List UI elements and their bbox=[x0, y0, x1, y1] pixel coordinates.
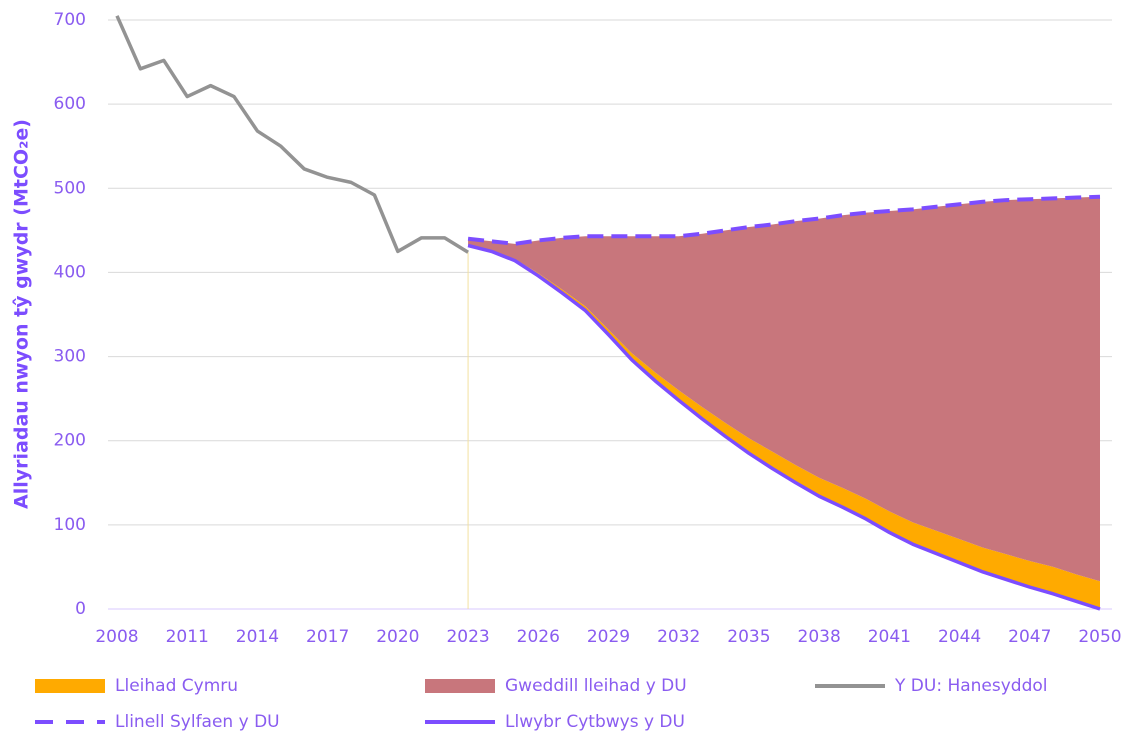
x-tick-label: 2023 bbox=[446, 627, 489, 647]
y-tick-label: 0 bbox=[75, 599, 86, 619]
x-tick-label: 2026 bbox=[517, 627, 560, 647]
y-tick-label: 400 bbox=[54, 262, 86, 282]
y-tick-label: 300 bbox=[54, 347, 86, 367]
y-tick-label: 700 bbox=[54, 10, 86, 30]
legend-label: Llinell Sylfaen y DU bbox=[115, 712, 280, 732]
x-tick-label: 2029 bbox=[587, 627, 630, 647]
x-tick-label: 2035 bbox=[727, 627, 770, 647]
legend-label: Llwybr Cytbwys y DU bbox=[505, 712, 685, 732]
y-tick-label: 200 bbox=[54, 431, 86, 451]
x-tick-label: 2020 bbox=[376, 627, 419, 647]
line bbox=[467, 194, 1101, 246]
legend-label: Gweddill lleihad y DU bbox=[505, 676, 687, 696]
line bbox=[467, 243, 1101, 611]
area bbox=[468, 245, 1101, 609]
x-tick-label: 2047 bbox=[1008, 627, 1051, 647]
y-tick-label: 500 bbox=[54, 178, 86, 198]
legend-label: Y DU: Hanesyddol bbox=[894, 676, 1048, 696]
x-tick-label: 2014 bbox=[236, 627, 279, 647]
x-tick-label: 2017 bbox=[306, 627, 349, 647]
legend-swatch bbox=[35, 679, 105, 693]
x-tick-label: 2008 bbox=[95, 627, 138, 647]
x-tick-label: 2032 bbox=[657, 627, 700, 647]
area bbox=[468, 196, 1101, 582]
x-tick-label: 2038 bbox=[798, 627, 841, 647]
x-tick-label: 2050 bbox=[1078, 627, 1121, 647]
legend-label: Lleihad Cymru bbox=[115, 676, 238, 696]
y-tick-label: 100 bbox=[54, 515, 86, 535]
x-tick-label: 2011 bbox=[166, 627, 209, 647]
y-tick-label: 600 bbox=[54, 94, 86, 114]
x-tick-label: 2044 bbox=[938, 627, 981, 647]
line bbox=[115, 15, 469, 254]
y-axis-label: Allyriadau nwyon tŷ gwydr (MtCO₂e) bbox=[11, 119, 33, 509]
x-tick-label: 2041 bbox=[868, 627, 911, 647]
legend-swatch bbox=[425, 679, 495, 693]
